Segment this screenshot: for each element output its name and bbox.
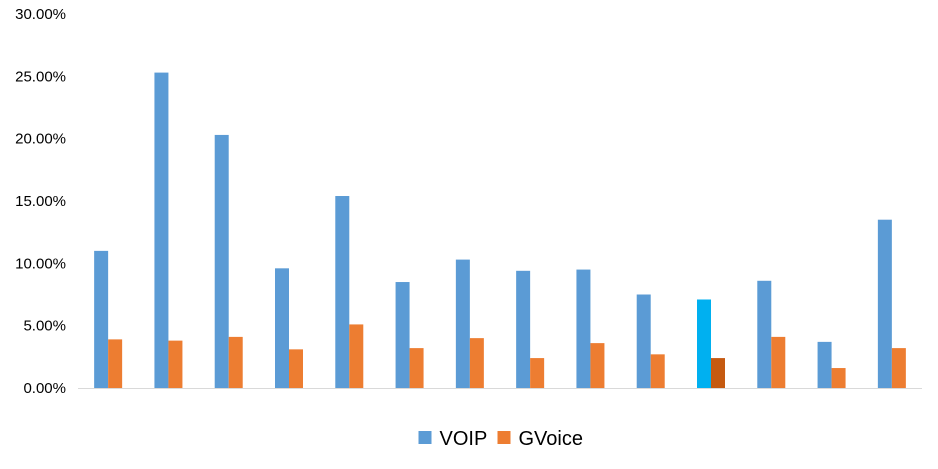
bar-group (94, 250, 123, 388)
bar-gvoice (108, 339, 123, 388)
bar-voip (817, 341, 832, 388)
legend-swatch-voip (418, 431, 432, 444)
bar-voip (94, 250, 109, 388)
bar-voip (275, 268, 289, 388)
bar-gvoice (469, 338, 484, 388)
bar-group (214, 134, 243, 388)
bar-group (757, 280, 786, 388)
legend: VOIP GVoice (418, 428, 583, 450)
legend-label-voip: VOIP (440, 428, 488, 450)
bar-voip (214, 134, 229, 388)
y-tick-label: 20.00% (15, 131, 66, 148)
y-tick-label: 10.00% (15, 255, 66, 272)
bar-group (335, 196, 364, 388)
bar-voip (757, 280, 772, 388)
bar-voip (636, 294, 651, 388)
bar-group (395, 282, 424, 388)
bar-gvoice (831, 368, 846, 388)
bar-gvoice (289, 349, 303, 388)
bar-gvoice (650, 354, 665, 388)
legend-label-gvoice: GVoice (519, 428, 583, 450)
y-axis-tick-labels: 0.00% 5.00% 10.00% 15.00% 20.00% 25.00% 30.00% (15, 6, 66, 397)
bar-group (516, 270, 545, 388)
bar-voip (455, 259, 470, 388)
bar-gvoice (771, 336, 786, 388)
bar-gvoice (168, 340, 183, 388)
bar-group (455, 259, 484, 388)
bar-gvoice (530, 358, 545, 388)
bar-group (275, 268, 303, 388)
y-tick-label: 30.00% (15, 6, 66, 23)
bar-gvoice (891, 348, 906, 388)
bar-voip (877, 219, 892, 388)
y-tick-label: 25.00% (15, 68, 66, 85)
bar-group (817, 341, 846, 388)
y-tick-label: 15.00% (15, 193, 66, 210)
bar-group (636, 294, 665, 388)
bar-gvoice (590, 343, 605, 388)
bar-group (877, 219, 906, 388)
bar-gvoice (349, 324, 364, 388)
bar-gvoice (711, 358, 725, 388)
bar-group (154, 72, 183, 388)
y-tick-label: 0.00% (23, 380, 66, 397)
bar-gvoice (409, 348, 424, 388)
bar-group (697, 299, 725, 388)
bar-voip (697, 299, 711, 388)
bar-voip (516, 270, 531, 388)
bar-voip (395, 282, 410, 388)
bar-gvoice (228, 336, 243, 388)
bar-voip (335, 196, 350, 388)
bar-voip (576, 269, 591, 388)
bar-voip (154, 72, 169, 388)
y-tick-label: 5.00% (23, 318, 66, 335)
bar-group (576, 269, 605, 388)
bars-group (94, 72, 906, 388)
legend-swatch-gvoice (497, 431, 511, 444)
